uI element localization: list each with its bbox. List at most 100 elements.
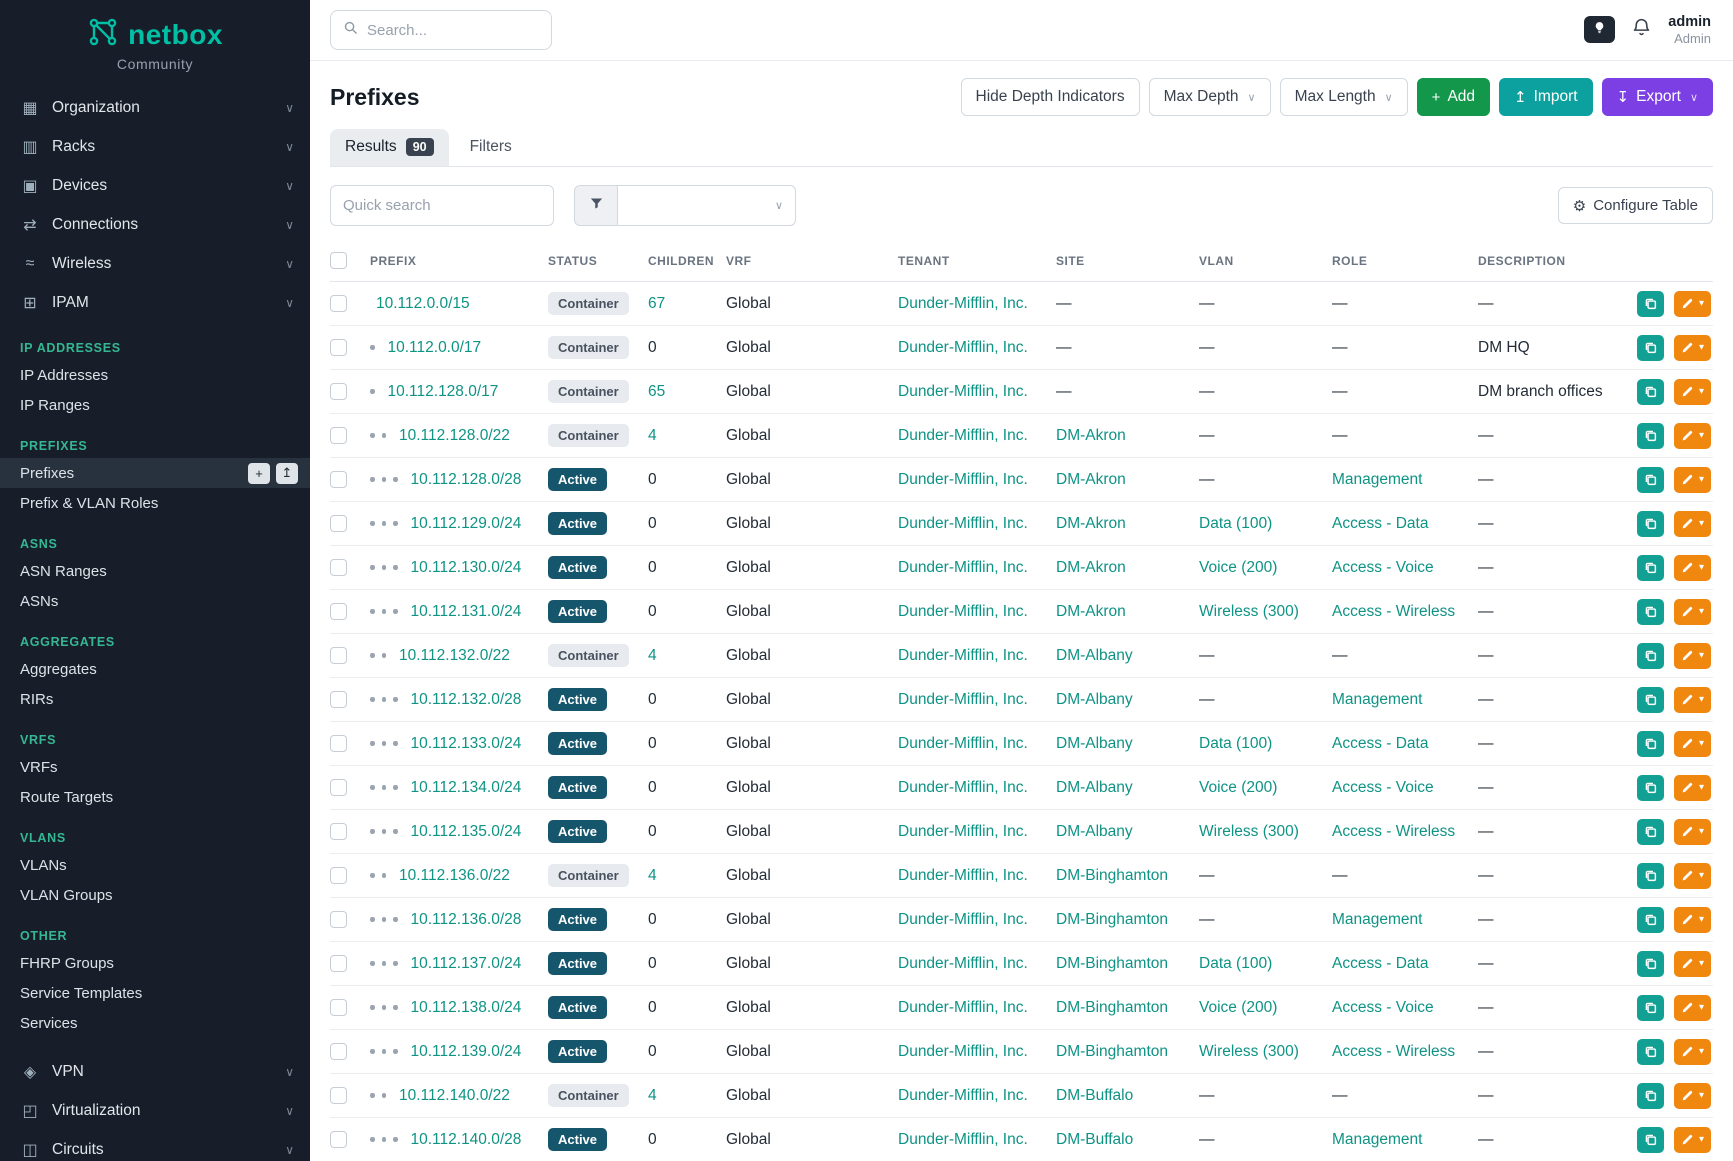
copy-button[interactable] — [1636, 686, 1664, 713]
prefix-link[interactable]: 10.112.130.0/24 — [410, 558, 522, 576]
site-link[interactable]: DM-Albany — [1056, 822, 1133, 840]
site-link[interactable]: DM-Albany — [1056, 646, 1133, 664]
copy-button[interactable] — [1636, 994, 1664, 1021]
copy-button[interactable] — [1636, 906, 1664, 933]
copy-button[interactable] — [1636, 950, 1664, 977]
tenant-link[interactable]: Dunder-Mifflin, Inc. — [898, 866, 1028, 884]
tenant-link[interactable]: Dunder-Mifflin, Inc. — [898, 338, 1028, 356]
copy-button[interactable] — [1636, 730, 1664, 757]
tenant-link[interactable]: Dunder-Mifflin, Inc. — [898, 954, 1028, 972]
vlan-link[interactable]: Wireless (300) — [1199, 822, 1299, 840]
role-link[interactable]: Access - Wireless — [1332, 602, 1456, 620]
sidebar-item-virtualization[interactable]: ◰ Virtualization ∨ — [0, 1091, 310, 1130]
vlan-link[interactable]: Data (100) — [1199, 734, 1273, 752]
vlan-link[interactable]: Voice (200) — [1199, 998, 1278, 1016]
prefix-link[interactable]: 10.112.131.0/24 — [410, 602, 522, 620]
site-link[interactable]: DM-Akron — [1056, 514, 1126, 532]
edit-button[interactable]: ▾ — [1673, 906, 1711, 933]
role-link[interactable]: Access - Wireless — [1332, 822, 1456, 840]
copy-button[interactable] — [1636, 1038, 1664, 1065]
role-link[interactable]: Management — [1332, 690, 1423, 708]
site-link[interactable]: DM-Albany — [1056, 734, 1133, 752]
edit-button[interactable]: ▾ — [1673, 510, 1711, 537]
theme-toggle-button[interactable] — [1584, 16, 1616, 44]
copy-button[interactable] — [1636, 554, 1664, 581]
column-header-vlan[interactable]: VLAN — [1199, 240, 1332, 282]
sidebar-item-asns[interactable]: ASNs — [20, 592, 59, 610]
edit-button[interactable]: ▾ — [1673, 994, 1711, 1021]
vlan-link[interactable]: Voice (200) — [1199, 558, 1278, 576]
role-link[interactable]: Access - Voice — [1332, 778, 1434, 796]
configure-table-button[interactable]: ⚙ Configure Table — [1557, 187, 1713, 224]
edit-button[interactable]: ▾ — [1673, 1126, 1711, 1153]
sidebar-item-services[interactable]: Services — [20, 1014, 78, 1032]
edit-button[interactable]: ▾ — [1673, 730, 1711, 757]
sidebar-item-wireless[interactable]: ≈ Wireless ∨ — [0, 244, 310, 283]
prefix-link[interactable]: 10.112.136.0/28 — [410, 910, 522, 928]
role-link[interactable]: Access - Data — [1332, 954, 1429, 972]
prefix-link[interactable]: 10.112.128.0/17 — [387, 382, 499, 400]
column-header-vrf[interactable]: VRF — [726, 240, 898, 282]
site-link[interactable]: DM-Buffalo — [1056, 1086, 1134, 1104]
role-link[interactable]: Management — [1332, 910, 1423, 928]
edit-button[interactable]: ▾ — [1673, 862, 1711, 889]
tenant-link[interactable]: Dunder-Mifflin, Inc. — [898, 910, 1028, 928]
prefix-link[interactable]: 10.112.138.0/24 — [410, 998, 522, 1016]
row-checkbox[interactable] — [330, 1130, 347, 1148]
vlan-link[interactable]: Data (100) — [1199, 954, 1273, 972]
children-count[interactable]: 65 — [648, 382, 666, 400]
sidebar-item-rirs[interactable]: RIRs — [20, 690, 54, 708]
row-checkbox[interactable] — [330, 426, 347, 444]
tenant-link[interactable]: Dunder-Mifflin, Inc. — [898, 382, 1028, 400]
vlan-link[interactable]: Wireless (300) — [1199, 1042, 1299, 1060]
sidebar-item-prefixes[interactable]: Prefixes + ↥ — [0, 458, 310, 488]
sidebar-item-circuits[interactable]: ◫ Circuits ∨ — [0, 1130, 310, 1161]
row-checkbox[interactable] — [330, 734, 347, 752]
prefix-link[interactable]: 10.112.128.0/28 — [410, 470, 522, 488]
filter-button[interactable] — [574, 185, 618, 226]
edit-button[interactable]: ▾ — [1673, 334, 1711, 361]
tenant-link[interactable]: Dunder-Mifflin, Inc. — [898, 426, 1028, 444]
sidebar-item-ip-ranges[interactable]: IP Ranges — [20, 396, 90, 414]
copy-button[interactable] — [1636, 510, 1664, 537]
sidebar-item-vrfs[interactable]: VRFs — [20, 758, 58, 776]
prefix-link[interactable]: 10.112.133.0/24 — [410, 734, 522, 752]
sidebar-item-racks[interactable]: ▥ Racks ∨ — [0, 127, 310, 166]
export-button[interactable]: ↧ Export ∨ — [1601, 78, 1713, 116]
row-checkbox[interactable] — [330, 514, 347, 532]
edit-button[interactable]: ▾ — [1673, 686, 1711, 713]
import-button[interactable]: ↥ Import — [1499, 78, 1593, 116]
tenant-link[interactable]: Dunder-Mifflin, Inc. — [898, 1086, 1028, 1104]
vlan-link[interactable]: Data (100) — [1199, 514, 1273, 532]
row-checkbox[interactable] — [330, 910, 347, 928]
prefix-link[interactable]: 10.112.132.0/22 — [399, 646, 510, 664]
row-checkbox[interactable] — [330, 998, 347, 1016]
site-link[interactable]: DM-Akron — [1056, 470, 1126, 488]
prefix-link[interactable]: 10.112.0.0/17 — [387, 338, 482, 356]
sidebar-item-vlan-groups[interactable]: VLAN Groups — [20, 886, 113, 904]
brand[interactable]: netbox Community — [0, 0, 310, 78]
row-checkbox[interactable] — [330, 602, 347, 620]
tenant-link[interactable]: Dunder-Mifflin, Inc. — [898, 998, 1028, 1016]
tenant-link[interactable]: Dunder-Mifflin, Inc. — [898, 602, 1028, 620]
sidebar-item-vlans[interactable]: VLANs — [20, 856, 67, 874]
sidebar-item-service-templates[interactable]: Service Templates — [20, 984, 143, 1002]
site-link[interactable]: DM-Binghamton — [1056, 866, 1168, 884]
hide-depth-indicators-button[interactable]: Hide Depth Indicators — [960, 78, 1140, 116]
edit-button[interactable]: ▾ — [1673, 1082, 1711, 1109]
edit-button[interactable]: ▾ — [1673, 290, 1711, 317]
column-header-status[interactable]: STATUS — [548, 240, 648, 282]
site-link[interactable]: DM-Akron — [1056, 558, 1126, 576]
tenant-link[interactable]: Dunder-Mifflin, Inc. — [898, 778, 1028, 796]
prefix-link[interactable]: 10.112.136.0/22 — [399, 866, 510, 884]
children-count[interactable]: 4 — [648, 646, 657, 664]
copy-button[interactable] — [1636, 642, 1664, 669]
edit-button[interactable]: ▾ — [1673, 598, 1711, 625]
copy-button[interactable] — [1636, 818, 1664, 845]
notifications-button[interactable] — [1631, 17, 1652, 43]
tenant-link[interactable]: Dunder-Mifflin, Inc. — [898, 1130, 1028, 1148]
edit-button[interactable]: ▾ — [1673, 1038, 1711, 1065]
edit-button[interactable]: ▾ — [1673, 422, 1711, 449]
tenant-link[interactable]: Dunder-Mifflin, Inc. — [898, 690, 1028, 708]
row-checkbox[interactable] — [330, 558, 347, 576]
